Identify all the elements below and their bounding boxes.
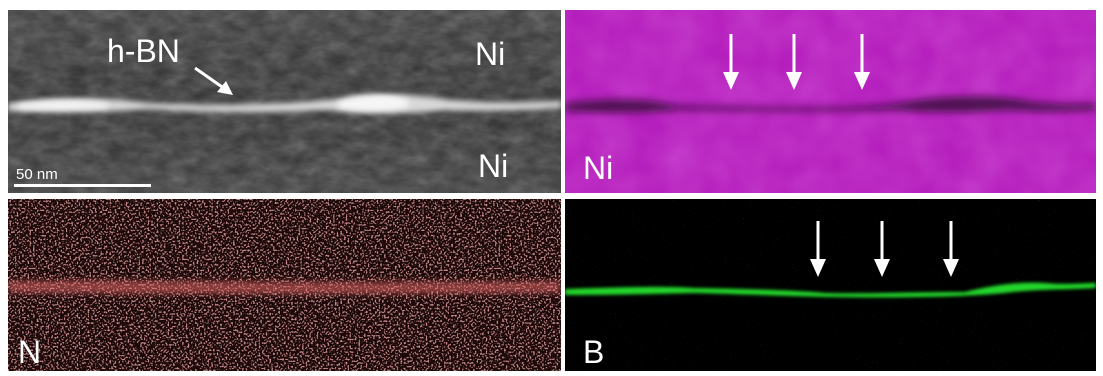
down-arrow-icon: [943, 221, 959, 277]
down-arrow-icon: [874, 221, 890, 277]
b-map-image: [565, 199, 1096, 371]
down-arrow-icon: [786, 34, 802, 90]
down-arrow-icon: [854, 34, 870, 90]
n-map-panel: N: [8, 199, 561, 371]
down-arrow-icon: [723, 34, 739, 90]
n-map-label: N: [18, 334, 42, 370]
ni-map-panel: Ni: [565, 10, 1096, 193]
down-arrow-icon: [810, 221, 826, 277]
ni-map-image: [565, 10, 1096, 193]
ni-map-label: Ni: [583, 150, 614, 186]
b-map-panel: B: [565, 199, 1096, 371]
n-map-image: [8, 199, 561, 371]
ni-bottom-label: Ni: [478, 148, 509, 184]
scale-bar: [14, 184, 151, 187]
ni-top-label: Ni: [475, 36, 506, 72]
haadf-image: [8, 10, 561, 193]
scale-bar-label: 50 nm: [16, 166, 58, 183]
haadf-panel: h-BN Ni Ni 50 nm: [8, 10, 561, 193]
hbn-label: h-BN: [107, 33, 180, 69]
b-map-label: B: [583, 334, 605, 370]
arrow-icon: [194, 66, 233, 95]
